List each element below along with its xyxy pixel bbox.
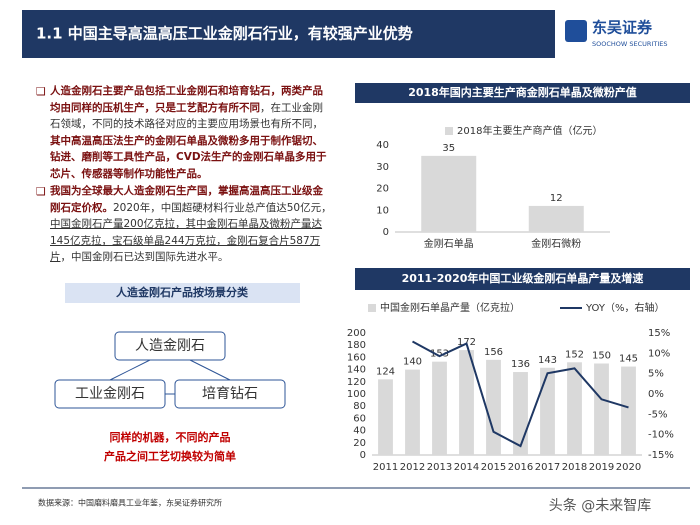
node-label: 培育钻石 xyxy=(202,386,258,402)
paragraph: 我国为全球最大人造金刚石生产国，掌握高温高压工业级金刚石定价权。2020年，中国… xyxy=(50,183,332,266)
value-label: 12 xyxy=(550,193,563,204)
y-tick-label: 180 xyxy=(347,340,366,351)
bar xyxy=(540,367,555,455)
bar xyxy=(459,350,474,455)
y-tick-label: 30 xyxy=(376,162,389,173)
value-label: 143 xyxy=(538,355,557,366)
chart-title: 2018年国内主要生产商金刚石单晶及微粉产值 xyxy=(408,85,637,99)
y2-tick-label: -10% xyxy=(648,430,674,441)
text-run: 我国为全球最大人造金刚石生产国，掌握高温高压工业级金刚石定价权。 xyxy=(50,185,323,214)
bar xyxy=(528,205,584,232)
y-tick-label: 200 xyxy=(347,328,366,339)
legend-swatch xyxy=(445,127,453,135)
value-label: 124 xyxy=(376,366,395,377)
bullet-marker: ❑ xyxy=(36,185,46,198)
y-tick-label: 120 xyxy=(347,377,366,388)
x-tick-label: 2016 xyxy=(508,462,533,473)
diagram-title: 人造金刚石产品按场景分类 xyxy=(116,285,249,299)
y-tick-label: 0 xyxy=(360,450,366,461)
line xyxy=(412,340,629,448)
legend-label: YOY（%，右轴） xyxy=(585,301,665,314)
y-tick-label: 80 xyxy=(353,401,366,412)
x-tick-label: 2014 xyxy=(454,462,479,473)
y-tick-label: 20 xyxy=(376,184,389,195)
x-tick-label: 2018 xyxy=(562,462,587,473)
text-run: ，在工业金刚石领域，不同的技术路径对应的主要应用场景也有所不同， xyxy=(50,101,323,131)
logo-icon xyxy=(565,20,587,42)
x-tick-label: 2017 xyxy=(535,462,560,473)
x-tick-label: 2015 xyxy=(481,462,506,473)
y2-tick-label: -5% xyxy=(648,409,667,420)
bar xyxy=(378,379,393,455)
text-run: 2020年，中国超硬材料行业总产值达50亿元， xyxy=(113,201,332,214)
node xyxy=(114,331,226,361)
text-run: 人造金刚石主要产品包括工业金刚石和培育钻石，两类产品均由同样的压机生产，只是工艺… xyxy=(50,85,323,114)
y-tick-label: 40 xyxy=(353,426,366,437)
node-label: 工业金刚石 xyxy=(75,386,145,402)
diagram-note: 同样的机器，不同的产品 xyxy=(110,430,231,444)
source: 数据来源：中国磨料磨具工业年鉴，东吴证券研究所 xyxy=(38,498,222,508)
x-tick-label: 金刚石微粉 xyxy=(531,237,581,250)
x-tick-label: 2011 xyxy=(373,462,398,473)
y-tick-label: 40 xyxy=(376,140,389,151)
chart-title-bar xyxy=(355,83,690,103)
y-tick-label: 20 xyxy=(353,438,366,449)
connector xyxy=(109,359,231,395)
watermark: 头条 @未来智库 xyxy=(549,497,651,514)
x-tick-label: 2013 xyxy=(427,462,452,473)
header-bar xyxy=(22,10,555,58)
legend-label: 2018年主要生产商产值（亿元） xyxy=(457,124,602,137)
bar xyxy=(621,366,636,455)
chart-title-bar xyxy=(355,268,690,290)
value-label: 136 xyxy=(511,359,530,370)
y2-tick-label: 10% xyxy=(648,348,670,359)
value-label: 35 xyxy=(442,143,455,154)
y-tick-label: 140 xyxy=(347,365,366,376)
x-tick-label: 2012 xyxy=(400,462,425,473)
y2-tick-label: -15% xyxy=(648,450,674,461)
bar xyxy=(405,369,420,455)
y2-tick-label: 0% xyxy=(648,389,664,400)
logo: 东吴证券 xyxy=(592,19,653,37)
x-tick-label: 2020 xyxy=(616,462,641,473)
bullet-marker: ❑ xyxy=(36,85,46,98)
value-label: 150 xyxy=(592,351,611,362)
bar xyxy=(486,359,501,455)
y2-tick-label: 15% xyxy=(648,328,670,339)
y-tick-label: 160 xyxy=(347,352,366,363)
value-label: 145 xyxy=(619,354,638,365)
logo-en: SOOCHOW SECURITIES xyxy=(592,40,667,48)
y-tick-label: 0 xyxy=(383,227,389,238)
x-tick-label: 金刚石单晶 xyxy=(424,237,474,250)
paragraph: 人造金刚石主要产品包括工业金刚石和培育钻石，两类产品均由同样的压机生产，只是工艺… xyxy=(50,83,332,182)
bar xyxy=(594,363,609,455)
y-tick-label: 60 xyxy=(353,413,366,424)
bar xyxy=(421,155,477,232)
x-tick-label: 2019 xyxy=(589,462,614,473)
value-label: 152 xyxy=(565,349,584,360)
y-tick-label: 100 xyxy=(347,389,366,400)
text-run: ，中国金刚石已达到国际先进水平。 xyxy=(60,251,229,263)
legend-label: 中国金刚石单晶产量（亿克拉） xyxy=(380,301,520,314)
legend-swatch xyxy=(368,304,376,312)
y-tick-label: 10 xyxy=(376,205,389,216)
value-label: 153 xyxy=(430,349,449,360)
y2-tick-label: 5% xyxy=(648,369,664,380)
text-run: 中国金刚石产量200亿克拉，其中金刚石单晶及微粉产量达145亿克拉，宝石级单晶2… xyxy=(50,218,323,263)
chart-title: 2011-2020年中国工业级金刚石单晶产量及增速 xyxy=(402,271,644,285)
bar xyxy=(567,362,582,455)
value-label: 156 xyxy=(484,347,503,358)
diagram-note: 产品之间工艺切换较为简单 xyxy=(104,449,236,463)
text-run: 其中高温高压法生产的金刚石单晶及微粉多用于制作锯切、钻进、磨削等工具性产品，CV… xyxy=(50,134,327,180)
bar xyxy=(432,361,447,455)
value-label: 140 xyxy=(403,357,422,368)
node-label: 人造金刚石 xyxy=(135,338,205,354)
diagram-title-bar xyxy=(65,283,300,303)
header-title: 1.1 中国主导高温高压工业金刚石行业，有较强产业优势 xyxy=(36,25,413,43)
